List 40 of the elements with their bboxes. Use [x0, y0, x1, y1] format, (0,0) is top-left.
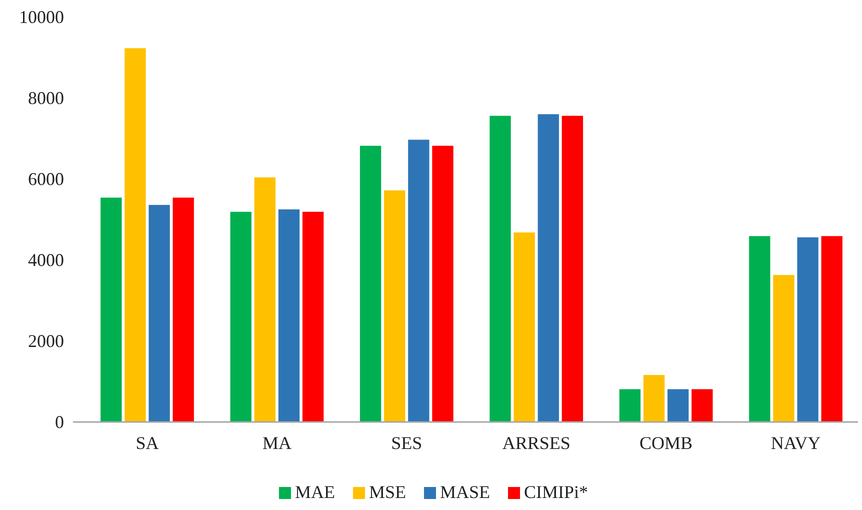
y-tick-label: 8000: [28, 88, 64, 108]
legend-label: CIMIPi*: [524, 482, 588, 502]
legend-label: MAE: [294, 482, 335, 502]
bar: [230, 212, 252, 422]
bar: [254, 177, 276, 422]
bar: [619, 389, 641, 422]
bar: [667, 389, 689, 422]
bar: [360, 146, 382, 422]
bar: [124, 48, 146, 422]
x-tick-label: SES: [391, 432, 422, 453]
x-tick-label: ARRSES: [502, 432, 570, 453]
x-tick-label: SA: [136, 432, 159, 453]
y-tick-label: 6000: [28, 168, 64, 189]
bar: [408, 140, 430, 422]
bar: [278, 209, 300, 422]
bar: [821, 236, 842, 422]
bar: [514, 232, 535, 422]
bar: [692, 389, 713, 422]
x-tick-label: MA: [262, 432, 292, 453]
bar: [432, 146, 454, 422]
legend-label: MASE: [440, 482, 490, 502]
bar: [100, 198, 122, 422]
y-tick-label: 0: [55, 412, 64, 432]
y-tick-label: 10000: [19, 6, 64, 27]
bar: [538, 114, 559, 422]
y-tick-label: 2000: [28, 330, 64, 351]
bar: [384, 190, 406, 422]
bar: [643, 375, 665, 422]
bar: [749, 236, 770, 422]
x-tick-label: COMB: [640, 432, 693, 453]
x-tick-label: NAVY: [770, 432, 821, 453]
bar: [172, 198, 194, 422]
bar: [490, 116, 511, 422]
legend-label: MSE: [368, 482, 406, 502]
y-tick-label: 4000: [28, 250, 64, 270]
bar: [148, 204, 170, 422]
bar: [797, 237, 818, 422]
bar: [562, 116, 584, 422]
bar: [773, 274, 794, 422]
bar: [302, 212, 324, 422]
